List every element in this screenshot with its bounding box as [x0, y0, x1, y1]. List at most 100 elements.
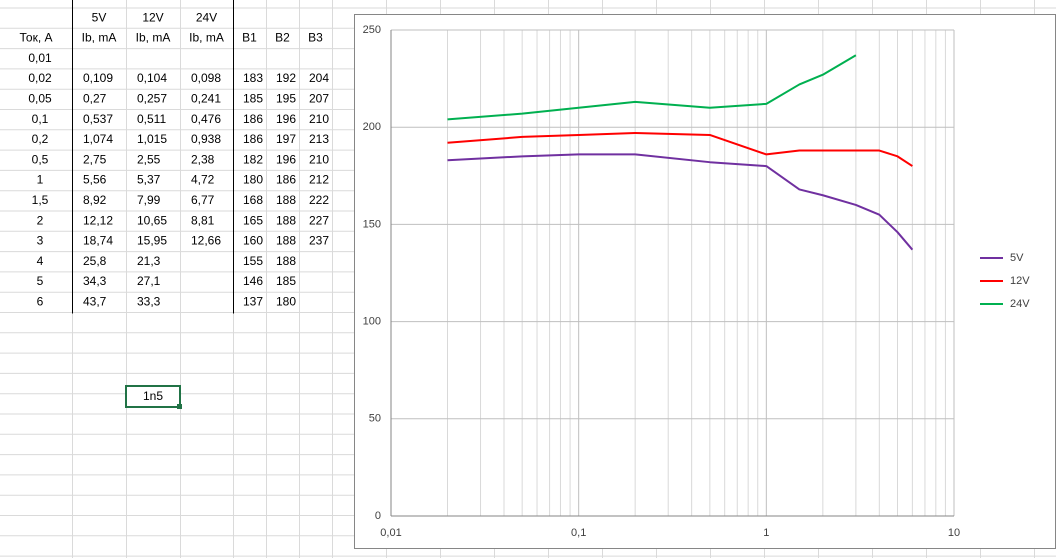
y-tick-label: 200: [363, 121, 381, 133]
table-cell: 180: [243, 173, 263, 187]
table-cell: 188: [276, 193, 296, 207]
table-cell: 15,95: [137, 234, 167, 248]
table-cell: 0,938: [191, 132, 221, 146]
table-cell: 6,77: [191, 193, 215, 207]
selected-cell-text: 1n5: [143, 389, 163, 403]
table-cell: 195: [276, 92, 296, 106]
column-header: Ток, А: [20, 31, 53, 45]
column-header: B2: [275, 31, 290, 45]
table-cell: 0,257: [137, 92, 167, 106]
table-cell: 185: [243, 92, 263, 106]
table-cell: 5,37: [137, 173, 161, 187]
table-cell: 0,5: [32, 152, 49, 166]
data-table: 5V 12V 24V Ток, А Ib, mA Ib, mA Ib, mA B1 B2 B3 0,…: [20, 0, 329, 409]
table-cell: 12,66: [191, 234, 221, 248]
column-group-header: 12V: [142, 10, 163, 24]
table-cell: 0,1: [32, 112, 49, 126]
table-cell: 182: [243, 152, 263, 166]
table-cell: 0,05: [28, 92, 52, 106]
table-cell: 8,92: [83, 193, 107, 207]
legend-label: 24V: [1010, 298, 1030, 310]
table-cell: 0,098: [191, 71, 221, 85]
fill-handle: [177, 404, 182, 409]
series-line: [447, 132, 913, 167]
table-cell: 155: [243, 254, 263, 268]
series-line: [447, 153, 914, 251]
legend-label: 5V: [1010, 252, 1024, 264]
table-cell: 212: [309, 173, 329, 187]
column-group-header: 5V: [92, 10, 107, 24]
column-header: Ib, mA: [136, 31, 171, 45]
table-cell: 18,74: [83, 234, 113, 248]
table-cell: 0,511: [137, 112, 166, 126]
table-cell: 33,3: [137, 295, 161, 309]
table-cell: 43,7: [83, 295, 107, 309]
table-cell: 1,5: [32, 193, 49, 207]
x-tick-label: 0,1: [571, 527, 586, 539]
table-cell: 160: [243, 234, 263, 248]
column-header: Ib, mA: [189, 31, 224, 45]
table-cell: 186: [276, 173, 296, 187]
table-cell: 2,75: [83, 152, 107, 166]
table-cell: 183: [243, 71, 263, 85]
table-cell: 0,109: [83, 71, 113, 85]
chart: 0 50 100 150 200 250 0,01 0,1 1 10 5V 12V 24V: [354, 14, 1056, 549]
table-cell: 27,1: [137, 274, 161, 288]
table-cell: 222: [309, 193, 329, 207]
table-cell: 4: [37, 254, 44, 268]
table-cell: 2,38: [191, 152, 215, 166]
table-cell: 0,02: [28, 71, 52, 85]
table-cell: 197: [276, 132, 296, 146]
chart-area: [354, 14, 1056, 549]
table-cell: 168: [243, 193, 263, 207]
table-cell: 188: [276, 254, 296, 268]
table-cell: 0,01: [28, 51, 52, 65]
table-cell: 5,56: [83, 173, 107, 187]
y-tick-label: 0: [375, 510, 381, 522]
table-cell: 2: [37, 213, 44, 227]
table-cell: 204: [309, 71, 329, 85]
table-cell: 5: [37, 274, 44, 288]
table-cell: 210: [309, 112, 329, 126]
y-tick-label: 100: [363, 316, 381, 328]
table-cell: 3: [37, 234, 44, 248]
x-tick-label: 0,01: [380, 527, 401, 539]
table-cell: 186: [243, 132, 263, 146]
table-cell: 213: [309, 132, 329, 146]
y-tick-label: 250: [363, 24, 381, 36]
table-cell: 185: [276, 274, 296, 288]
table-cell: 6: [37, 295, 44, 309]
y-tick-label: 150: [363, 218, 381, 230]
table-cell: 7,99: [137, 193, 161, 207]
table-cell: 196: [276, 152, 296, 166]
table-cell: 210: [309, 152, 329, 166]
table-cell: 8,81: [191, 213, 215, 227]
table-cell: 137: [243, 295, 263, 309]
table-cell: 1,074: [83, 132, 113, 146]
column-header: Ib, mA: [82, 31, 117, 45]
table-cell: 186: [243, 112, 263, 126]
table-cell: 21,3: [137, 254, 161, 268]
table-cell: 207: [309, 92, 329, 106]
table-cell: 4,72: [191, 173, 215, 187]
column-header: B1: [242, 31, 257, 45]
column-group-header: 24V: [196, 10, 217, 24]
table-cell: 237: [309, 234, 329, 248]
selected-cell[interactable]: [125, 385, 181, 408]
x-tick-label: 10: [948, 527, 960, 539]
table-cell: 146: [243, 274, 263, 288]
table-cell: 0,241: [191, 92, 221, 106]
table-cell: 1,015: [137, 132, 167, 146]
table-cell: 196: [276, 112, 296, 126]
table-cell: 0,537: [83, 112, 113, 126]
table-cell: 1: [37, 173, 44, 187]
y-tick-label: 50: [369, 413, 381, 425]
table-cell: 12,12: [83, 213, 113, 227]
table-cell: 25,8: [83, 254, 107, 268]
table-cell: 10,65: [137, 213, 167, 227]
table-cell: 0,2: [32, 132, 49, 146]
x-tick-label: 1: [763, 527, 769, 539]
table-cell: 227: [309, 213, 329, 227]
